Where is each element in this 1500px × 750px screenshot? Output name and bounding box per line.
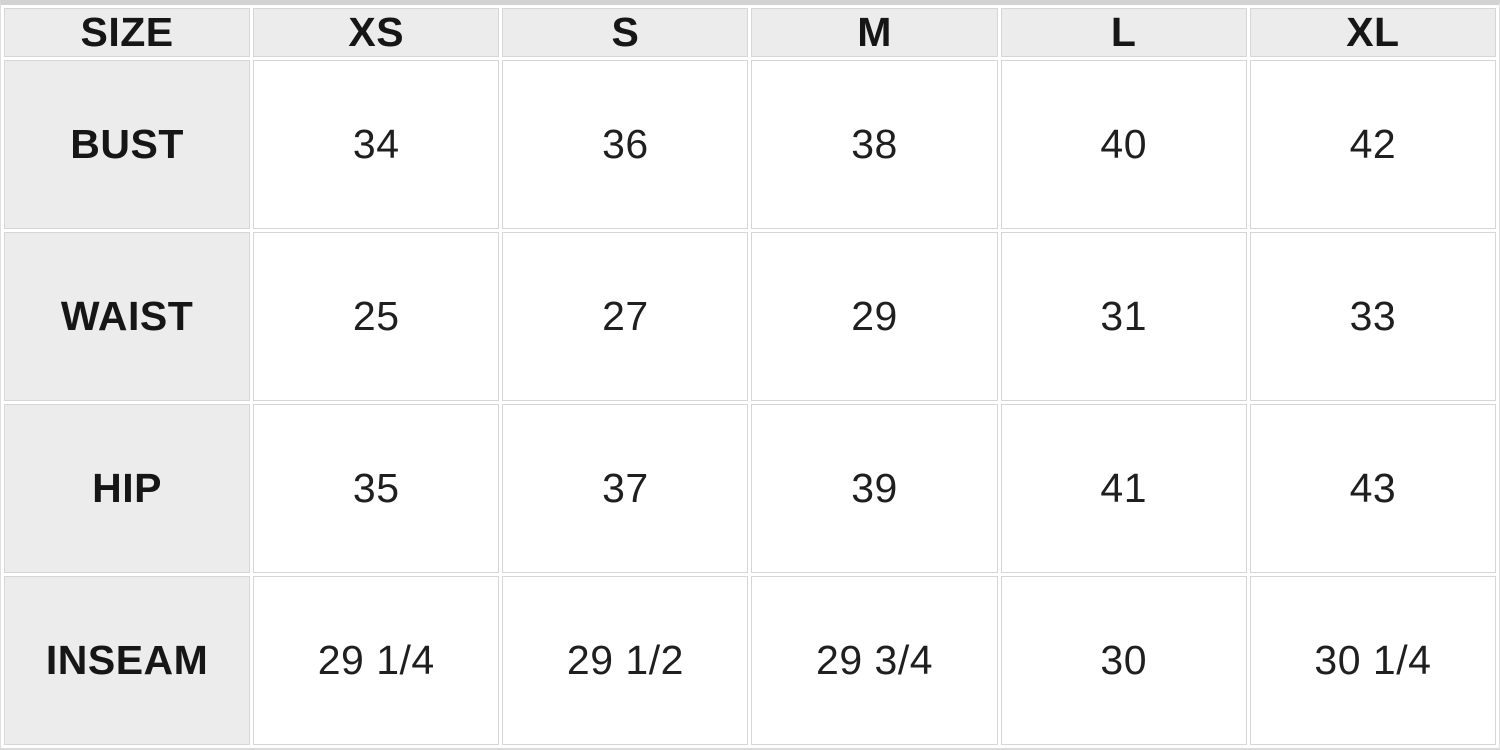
cell-bust-xs: 34 xyxy=(253,60,500,229)
column-header-m: M xyxy=(751,8,998,57)
cell-hip-m: 39 xyxy=(751,404,998,573)
cell-waist-s: 27 xyxy=(502,232,749,401)
cell-bust-m: 38 xyxy=(751,60,998,229)
cell-hip-s: 37 xyxy=(502,404,749,573)
table-row-inseam: INSEAM 29 1/4 29 1/2 29 3/4 30 30 1/4 xyxy=(4,576,1496,745)
cell-bust-l: 40 xyxy=(1000,60,1247,229)
cell-inseam-s: 29 1/2 xyxy=(502,576,749,745)
column-header-s: S xyxy=(502,8,749,57)
table-row-hip: HIP 35 37 39 41 43 xyxy=(4,404,1496,573)
column-header-l: L xyxy=(1000,8,1247,57)
cell-bust-xl: 42 xyxy=(1249,60,1496,229)
row-label-bust: BUST xyxy=(4,60,251,229)
cell-inseam-xl: 30 1/4 xyxy=(1249,576,1496,745)
column-header-xl: XL xyxy=(1249,8,1496,57)
size-chart-table: SIZE XS S M L XL BUST 34 36 38 40 42 WAI… xyxy=(1,5,1499,748)
cell-hip-xs: 35 xyxy=(253,404,500,573)
cell-bust-s: 36 xyxy=(502,60,749,229)
row-label-waist: WAIST xyxy=(4,232,251,401)
header-row: SIZE XS S M L XL xyxy=(4,8,1496,57)
table-row-bust: BUST 34 36 38 40 42 xyxy=(4,60,1496,229)
row-label-hip: HIP xyxy=(4,404,251,573)
table-row-waist: WAIST 25 27 29 31 33 xyxy=(4,232,1496,401)
cell-waist-l: 31 xyxy=(1000,232,1247,401)
column-header-size: SIZE xyxy=(4,8,251,57)
cell-inseam-xs: 29 1/4 xyxy=(253,576,500,745)
cell-waist-xs: 25 xyxy=(253,232,500,401)
cell-inseam-m: 29 3/4 xyxy=(751,576,998,745)
cell-waist-xl: 33 xyxy=(1249,232,1496,401)
cell-inseam-l: 30 xyxy=(1000,576,1247,745)
cell-waist-m: 29 xyxy=(751,232,998,401)
row-label-inseam: INSEAM xyxy=(4,576,251,745)
column-header-xs: XS xyxy=(253,8,500,57)
cell-hip-l: 41 xyxy=(1000,404,1247,573)
cell-hip-xl: 43 xyxy=(1249,404,1496,573)
